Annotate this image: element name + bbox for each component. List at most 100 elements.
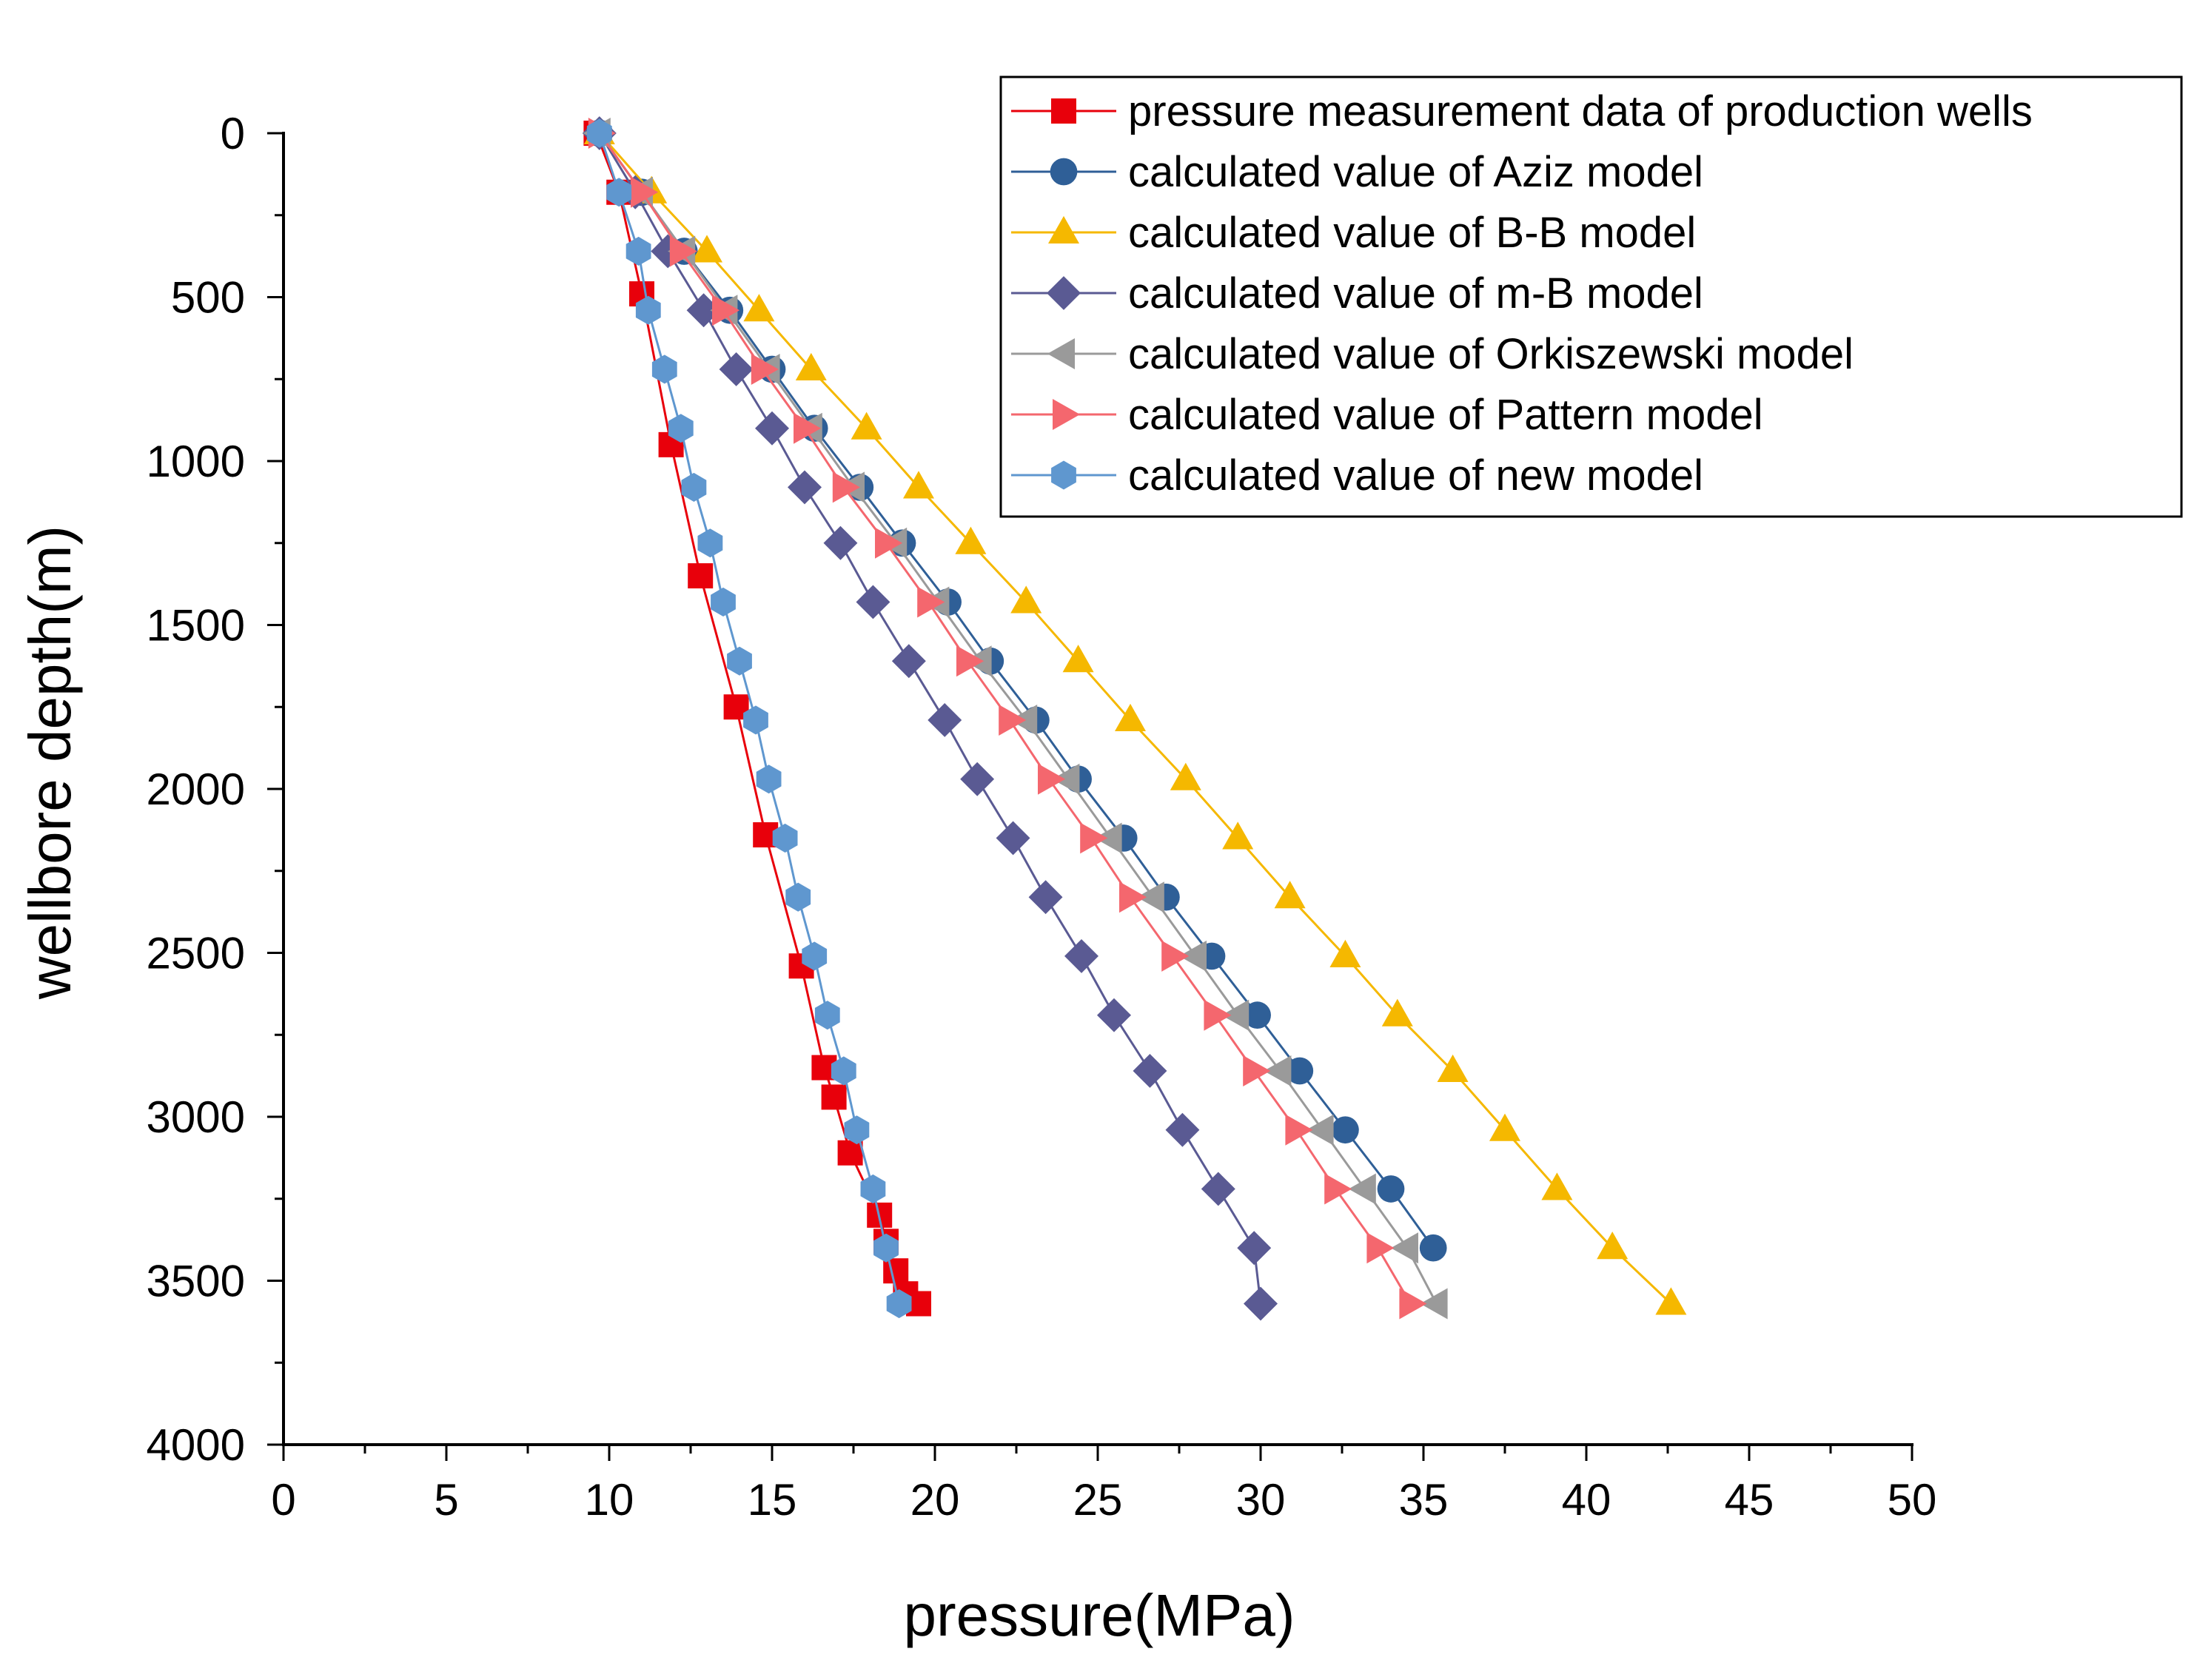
legend-item: calculated value of new model (1011, 451, 1703, 500)
data-point (860, 1174, 886, 1203)
data-point (635, 295, 661, 325)
data-point (999, 705, 1027, 736)
y-tick-label: 500 (171, 273, 245, 323)
data-point (586, 118, 612, 148)
legend-swatch-marker (1051, 460, 1076, 490)
x-tick-label: 15 (748, 1475, 797, 1525)
data-point (697, 528, 723, 558)
data-point (1264, 1055, 1292, 1086)
data-point (1201, 1172, 1235, 1206)
data-point (1329, 939, 1361, 967)
data-point (669, 235, 697, 267)
data-point (1237, 1231, 1272, 1266)
series-6 (586, 118, 912, 1319)
data-point (1038, 763, 1066, 795)
data-point (1136, 881, 1164, 913)
data-point (1541, 1172, 1573, 1200)
series-layer (582, 116, 1687, 1321)
x-axis-title: pressure(MPa) (903, 1582, 1295, 1648)
legend: pressure measurement data of production … (999, 75, 2183, 518)
data-point (691, 235, 722, 263)
data-point (903, 471, 934, 499)
data-point (606, 178, 632, 207)
data-point (1306, 1114, 1334, 1146)
data-point (1286, 1057, 1314, 1085)
data-point (1097, 998, 1131, 1032)
data-point (802, 941, 828, 971)
y-axis-title: wellbore depth(m) (17, 525, 83, 1000)
data-point (831, 1056, 856, 1086)
data-point (681, 472, 707, 502)
data-point (688, 563, 714, 589)
series-2 (583, 116, 1687, 1315)
data-point (814, 1001, 840, 1030)
data-point (873, 1233, 899, 1263)
y-tick-label: 1500 (147, 601, 245, 651)
data-point (651, 355, 677, 384)
data-point (886, 1289, 912, 1319)
data-point (711, 587, 736, 616)
y-tick-label: 3000 (147, 1092, 245, 1142)
legend-item: calculated value of Pattern model (1011, 391, 1763, 439)
data-point (1133, 1054, 1167, 1088)
legend-item: pressure measurement data of production … (1011, 87, 2033, 135)
data-point (755, 411, 789, 446)
data-point (794, 412, 822, 444)
data-point (837, 1140, 863, 1166)
data-point (1178, 940, 1207, 972)
data-point (1285, 1114, 1313, 1146)
y-tick-label: 0 (221, 109, 245, 158)
data-point (1390, 1232, 1418, 1264)
data-point (719, 352, 754, 386)
y-tick-label: 4000 (147, 1420, 245, 1470)
legend-swatch-marker (1047, 338, 1075, 369)
data-point (821, 1084, 847, 1110)
data-point (928, 703, 962, 737)
legend-swatch-marker (1051, 98, 1076, 124)
data-point (1381, 998, 1413, 1027)
legend-item: calculated value of Aziz model (1011, 148, 1703, 196)
y-tick-label: 2500 (147, 929, 245, 978)
legend-label: calculated value of new model (1128, 451, 1703, 500)
data-point (1165, 1112, 1200, 1147)
data-point (1204, 999, 1232, 1031)
legend-label: calculated value of Orkiszewski model (1128, 330, 1854, 378)
data-point (772, 823, 798, 853)
data-point (844, 1115, 870, 1145)
data-point (756, 765, 782, 794)
x-tick-label: 5 (434, 1475, 458, 1525)
data-point (883, 1258, 909, 1284)
data-point (1597, 1232, 1629, 1260)
legend-label: pressure measurement data of production … (1128, 87, 2033, 135)
x-tick-label: 50 (1888, 1475, 1937, 1525)
legend-item: calculated value of B-B model (1011, 209, 1696, 257)
legend-label: calculated value of Aziz model (1128, 148, 1703, 196)
data-point (1399, 1288, 1427, 1320)
data-point (1377, 1175, 1405, 1203)
data-point (788, 470, 822, 505)
data-point (960, 762, 995, 796)
x-tick-label: 25 (1073, 1475, 1123, 1525)
data-point (823, 525, 858, 560)
x-tick-label: 10 (585, 1475, 634, 1525)
data-point (1489, 1113, 1520, 1141)
x-tick-label: 35 (1399, 1475, 1449, 1525)
series-5 (588, 118, 1427, 1320)
x-tick-label: 0 (271, 1475, 295, 1525)
data-point (1010, 585, 1042, 614)
legend-swatch-marker (1047, 276, 1081, 310)
y-tick-label: 1000 (147, 437, 245, 486)
data-point (751, 354, 779, 385)
data-point (795, 352, 827, 380)
legend-item: calculated value of Orkiszewski model (1011, 330, 1854, 378)
data-point (1161, 940, 1190, 972)
data-point (875, 527, 903, 559)
y-tick-label: 2000 (147, 765, 245, 814)
data-point (1094, 822, 1122, 854)
data-point (1244, 1286, 1278, 1321)
data-point (1366, 1232, 1395, 1264)
data-point (1243, 1055, 1271, 1086)
data-point (625, 236, 651, 266)
data-point (1222, 821, 1254, 850)
